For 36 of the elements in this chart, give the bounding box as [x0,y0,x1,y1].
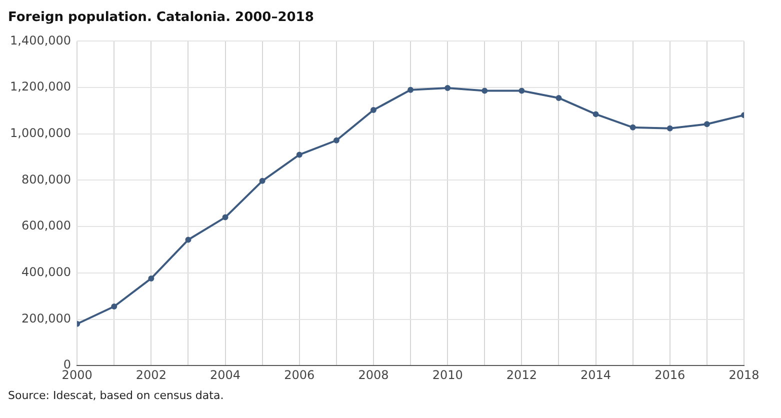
point [518,88,525,94]
point [296,152,302,158]
point [222,214,228,220]
point [259,178,266,184]
point [592,111,599,118]
x-tick-label: 2004 [210,368,241,382]
point [408,86,414,93]
point [556,94,562,101]
point [185,236,192,243]
y-tick-label: 600,000 [21,218,72,233]
point [111,304,118,310]
x-tick-label: 2000 [62,368,92,382]
x-tick-label: 2008 [358,368,389,382]
y-tick-label: 200,000 [21,311,72,326]
chart-title: Foreign population. Catalonia. 2000–2018 [8,10,314,25]
x-tick-label: 2006 [284,368,315,382]
x-tick-label: 2012 [506,368,537,382]
y-tick-label: 400,000 [21,265,72,280]
source-note: Source: Idescat, based on census data. [8,389,224,402]
y-tick-label: 1,000,000 [10,126,72,140]
x-tick-label: 2002 [136,368,166,382]
y-tick-label: 1,400,000 [10,33,72,48]
point [333,137,340,144]
x-tick-label: 2016 [654,368,686,382]
y-tick-label: 1,200,000 [10,80,72,94]
point [630,124,636,130]
y-tick-label: 800,000 [21,172,72,186]
point [482,88,488,94]
x-tick-label: 2014 [580,368,612,382]
x-tick-label: 2010 [432,368,463,382]
x-tick-label: 2018 [728,368,760,382]
point [444,85,451,92]
point [666,125,673,132]
point [370,107,376,114]
point [148,275,154,282]
point [704,121,710,128]
